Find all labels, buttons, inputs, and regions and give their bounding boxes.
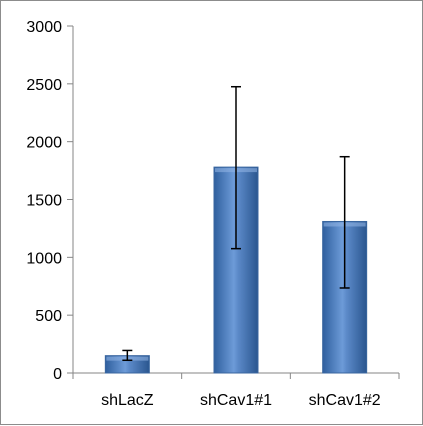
y-tick-label: 2500 — [26, 77, 62, 94]
bar-shCav1#2 — [322, 220, 368, 374]
tick-labels: 0 500 1000 1500 2000 2500 3000 shLacZ shCav1#1 sh… — [26, 19, 380, 409]
x-tick-label: shLacZ — [101, 392, 154, 409]
y-tick-label: 3000 — [26, 19, 62, 36]
y-tick-label: 500 — [35, 308, 62, 325]
x-tick-label: shCav1#2 — [309, 392, 381, 409]
y-tick-label: 1500 — [26, 193, 62, 210]
x-tick-label: shCav1#1 — [200, 392, 272, 409]
y-tick-label: 2000 — [26, 135, 62, 152]
y-tick-label: 1000 — [26, 250, 62, 267]
y-tick-label: 0 — [53, 366, 62, 383]
error-bars — [122, 85, 350, 362]
